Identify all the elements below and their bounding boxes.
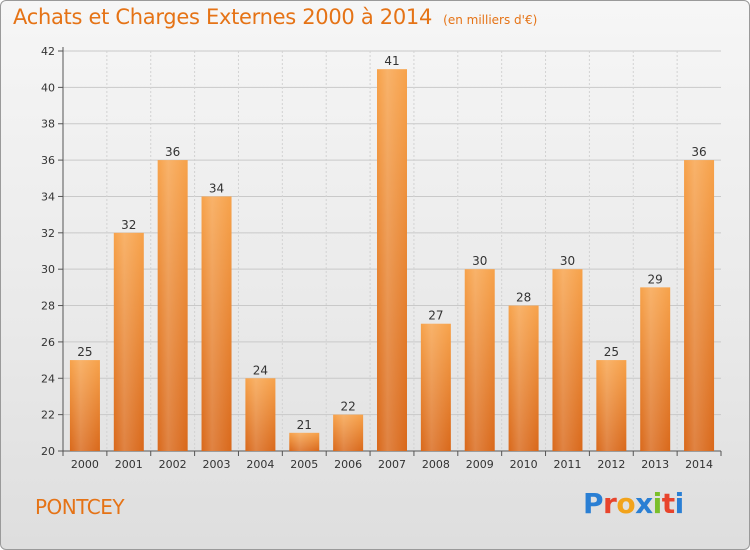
data-label: 36	[691, 145, 706, 159]
x-tick-label: 2003	[203, 458, 231, 471]
x-tick-label: 2004	[246, 458, 274, 471]
data-label: 27	[428, 309, 443, 323]
logo-letter: o	[616, 487, 636, 520]
bar-shine	[333, 414, 364, 451]
y-tick-label: 34	[41, 190, 55, 203]
chart-unit-text: (en milliers d'€)	[443, 13, 538, 27]
logo-letter: i	[652, 487, 663, 520]
bar-shine	[552, 269, 583, 451]
logo-letter: x	[635, 487, 653, 520]
proxiti-logo: Proxiti	[583, 487, 684, 520]
data-label: 30	[472, 254, 487, 268]
x-tick-label: 2014	[685, 458, 713, 471]
data-label: 28	[516, 291, 531, 305]
bar-shine	[377, 69, 407, 451]
logo-letter: i	[674, 487, 685, 520]
bar-shine	[69, 360, 100, 451]
chart-title-text: Achats et Charges Externes 2000 à 2014	[13, 5, 433, 29]
bar-shine	[640, 287, 671, 451]
data-label: 22	[340, 400, 355, 414]
x-tick-label: 2011	[553, 458, 581, 471]
y-tick-label: 24	[41, 372, 55, 385]
bar-shine	[684, 160, 715, 451]
bars	[69, 69, 715, 451]
y-tick-label: 40	[41, 81, 55, 94]
bar-shine	[289, 432, 320, 451]
y-tick-label: 30	[41, 263, 55, 276]
y-tick-label: 28	[41, 300, 55, 313]
y-tick-label: 32	[41, 227, 55, 240]
bar-shine	[420, 323, 451, 451]
x-tick-label: 2005	[290, 458, 318, 471]
bar-shine	[245, 378, 276, 451]
bar-shine	[113, 232, 144, 451]
data-label: 41	[384, 54, 399, 68]
data-label: 32	[121, 218, 136, 232]
chart-title: Achats et Charges Externes 2000 à 2014 (…	[13, 5, 537, 29]
bar-shine	[157, 160, 188, 451]
data-label: 34	[209, 181, 224, 195]
logo-letter: t	[661, 487, 675, 520]
x-tick-label: 2006	[334, 458, 362, 471]
y-tick-label: 20	[41, 445, 55, 458]
labels: 20 22 24 26 28 30 32 34 36 38 40 42 25 2000 32 2001 36 20…	[41, 45, 713, 471]
data-label: 30	[560, 254, 575, 268]
x-tick-label: 2013	[641, 458, 669, 471]
x-tick-label: 2000	[71, 458, 99, 471]
data-label: 24	[253, 363, 268, 377]
data-label: 29	[648, 272, 663, 286]
y-tick-label: 22	[41, 409, 55, 422]
logo-letter: P	[583, 487, 604, 520]
bar-shine	[201, 196, 232, 451]
data-label: 36	[165, 145, 180, 159]
x-tick-label: 2007	[378, 458, 406, 471]
data-label: 25	[77, 345, 92, 359]
y-tick-label: 36	[41, 154, 55, 167]
x-tick-label: 2009	[466, 458, 494, 471]
bar-shine	[464, 269, 495, 451]
x-tick-label: 2010	[510, 458, 538, 471]
data-label: 21	[297, 418, 312, 432]
commune-name: PONTCEY	[35, 495, 125, 519]
y-tick-label: 42	[41, 45, 55, 58]
y-tick-label: 26	[41, 336, 55, 349]
logo-letter: r	[603, 487, 617, 520]
bar-shine	[508, 305, 539, 451]
x-tick-label: 2008	[422, 458, 450, 471]
x-tick-label: 2001	[115, 458, 143, 471]
y-tick-label: 38	[41, 118, 55, 131]
x-tick-label: 2012	[597, 458, 625, 471]
data-label: 25	[604, 345, 619, 359]
bar-shine	[596, 360, 627, 451]
x-tick-label: 2002	[159, 458, 187, 471]
